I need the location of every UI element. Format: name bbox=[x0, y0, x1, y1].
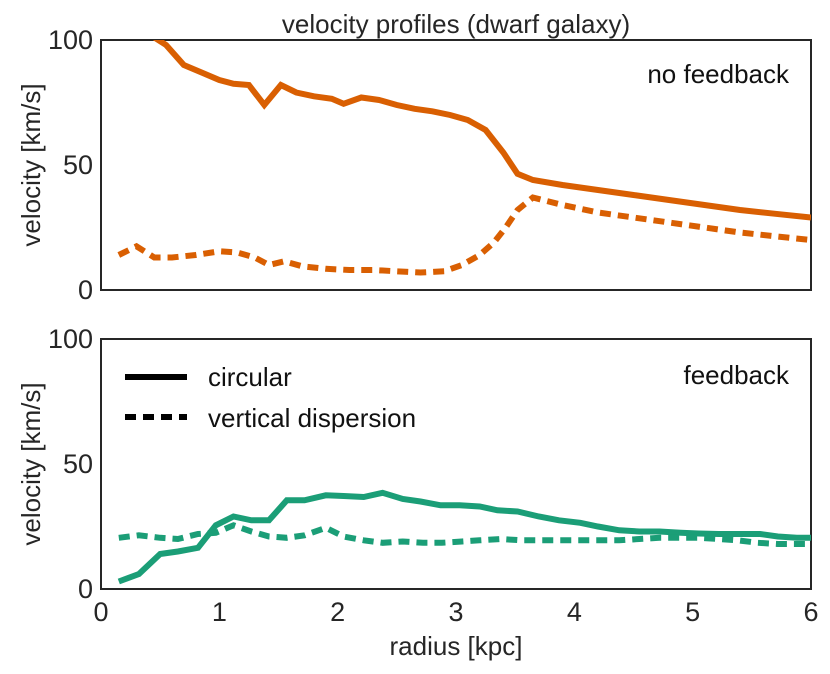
panel-bottom-ylabel: velocity [km/s] bbox=[16, 382, 46, 545]
feedback-vertical-dispersion-line bbox=[118, 522, 811, 547]
legend-label-circular: circular bbox=[208, 362, 292, 392]
x-tick-label: 6 bbox=[803, 597, 818, 627]
x-tick-label: 4 bbox=[567, 597, 582, 627]
no-feedback-vertical-dispersion-line bbox=[117, 194, 811, 276]
x-tick-label: 3 bbox=[448, 597, 463, 627]
panel-top-ylabel: velocity [km/s] bbox=[16, 83, 46, 246]
y-tick-label: 100 bbox=[48, 25, 93, 55]
panel-bottom-annotation: feedback bbox=[683, 360, 790, 390]
panel-top-frame bbox=[100, 39, 812, 291]
x-axis-label: radius [kpc] bbox=[390, 631, 523, 661]
y-tick-label: 50 bbox=[63, 150, 93, 180]
panel-no-feedback: no feedback velocity [km/s] 0 50 100 bbox=[16, 25, 812, 305]
legend: circular vertical dispersion bbox=[125, 362, 416, 433]
no-feedback-circular-line bbox=[152, 40, 811, 221]
y-tick-label: 0 bbox=[78, 275, 93, 305]
x-tick-label: 1 bbox=[212, 597, 227, 627]
panel-top-annotation: no feedback bbox=[647, 59, 790, 89]
feedback-circular-line bbox=[117, 489, 811, 585]
panel-bottom-frame bbox=[100, 338, 812, 590]
x-tick-label: 0 bbox=[93, 597, 108, 627]
panel-feedback: feedback velocity [km/s] radius [kpc] 0 5… bbox=[16, 324, 819, 661]
x-tick-label: 2 bbox=[330, 597, 345, 627]
y-tick-label: 100 bbox=[48, 324, 93, 354]
chart-title: velocity profiles (dwarf galaxy) bbox=[282, 9, 630, 39]
y-tick-label: 0 bbox=[78, 574, 93, 604]
x-tick-label: 5 bbox=[685, 597, 700, 627]
legend-label-vertical-dispersion: vertical dispersion bbox=[208, 403, 416, 433]
y-tick-label: 50 bbox=[63, 449, 93, 479]
